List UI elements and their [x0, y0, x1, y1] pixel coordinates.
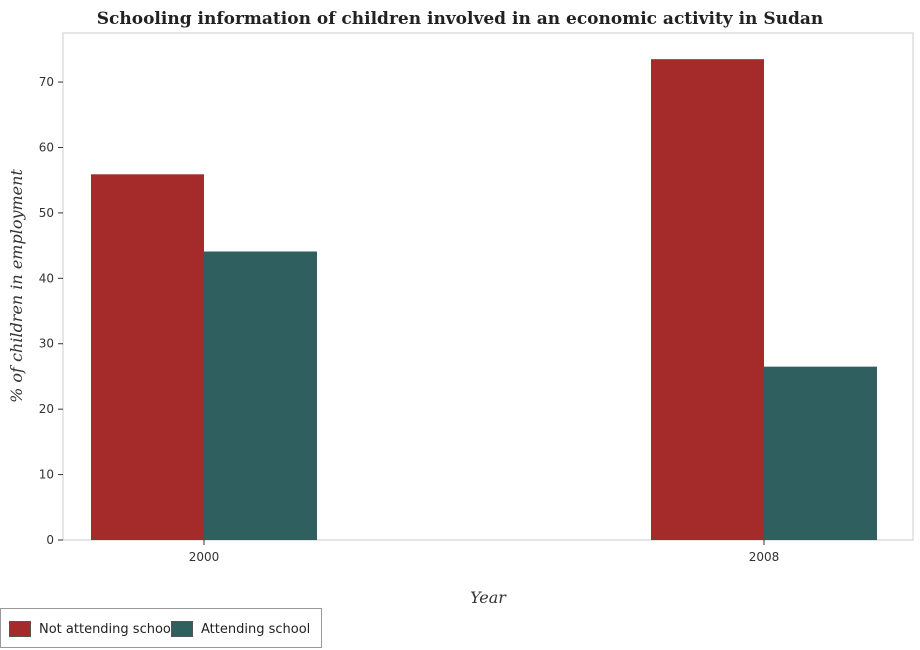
legend-swatch-not-attending — [9, 621, 31, 637]
legend-item-attending: Attending school — [171, 621, 310, 637]
y-tick-label: 20 — [39, 402, 54, 416]
legend-item-not-attending: Not attending school — [9, 621, 174, 637]
y-tick-label: 70 — [39, 75, 54, 89]
legend-label-attending: Attending school — [201, 621, 311, 637]
bar-attending-2008 — [764, 366, 877, 540]
y-tick-label: 60 — [39, 140, 54, 154]
legend-swatch-attending — [171, 621, 193, 637]
y-tick-label: 30 — [39, 337, 54, 351]
y-tick-label: 40 — [39, 271, 54, 285]
x-tick-label: 2008 — [749, 550, 780, 564]
y-tick-label: 50 — [39, 206, 54, 220]
chart-title: Schooling information of children involv… — [97, 9, 823, 29]
y-tick-label: 10 — [39, 468, 54, 482]
bar-not-attending-2008 — [651, 59, 764, 540]
legend-label-not-attending: Not attending school — [39, 621, 175, 637]
legend: Not attending school Attending school — [0, 608, 322, 648]
x-axis-label: Year — [470, 588, 507, 607]
bar-not-attending-2000 — [91, 174, 204, 541]
x-tick-label: 2000 — [189, 550, 220, 564]
y-axis-label: % of children in employment — [7, 169, 26, 403]
y-tick-label: 0 — [46, 533, 54, 547]
bar-attending-2000 — [204, 251, 317, 540]
